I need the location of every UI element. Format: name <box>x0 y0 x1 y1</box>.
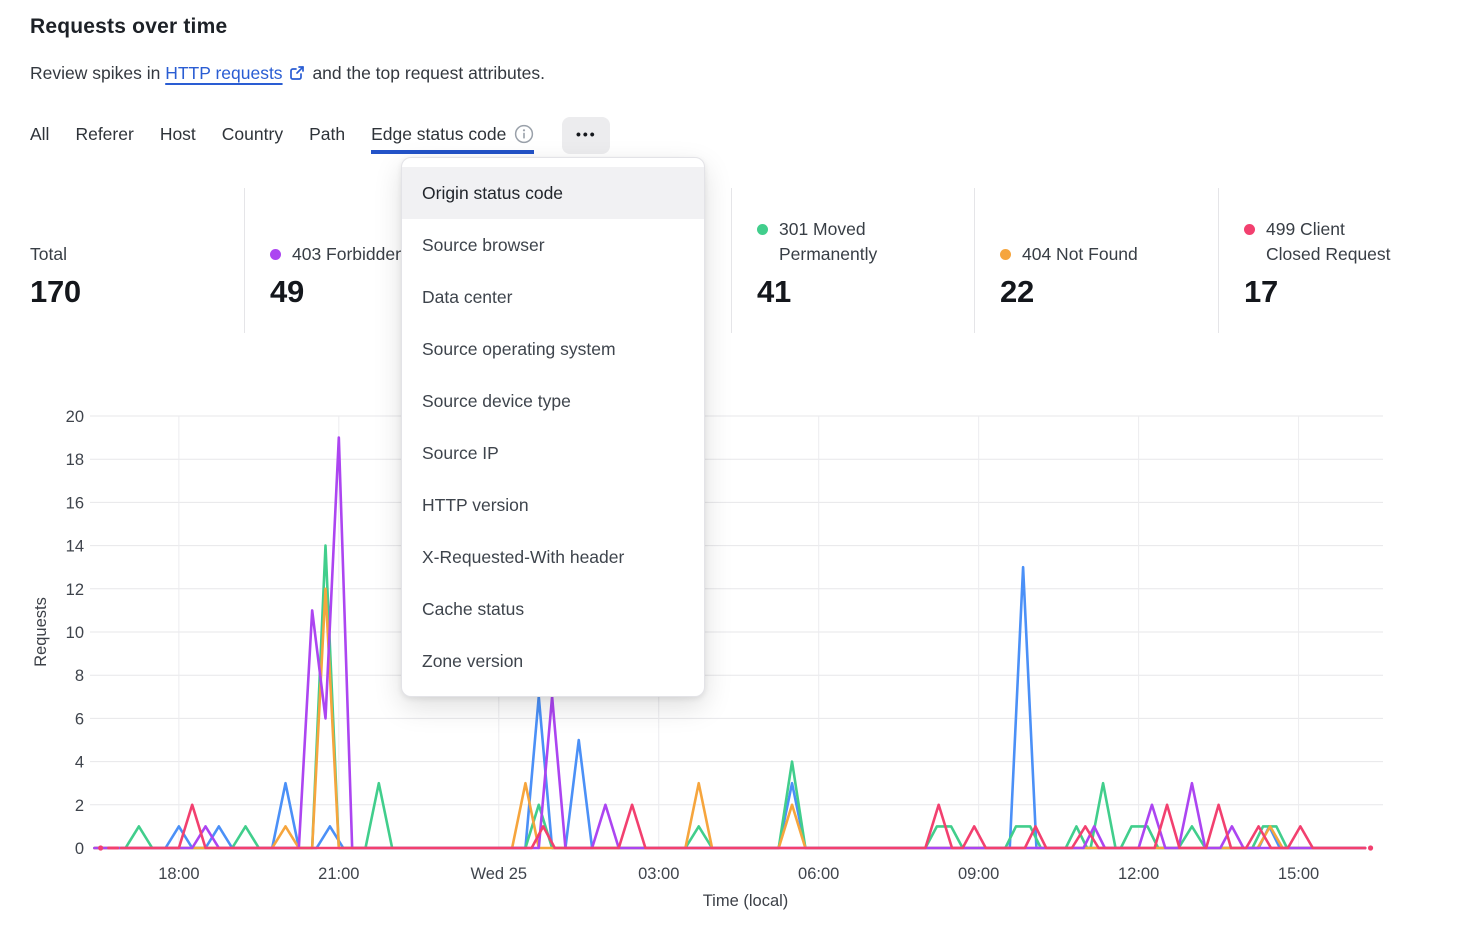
x-tick-label: 21:00 <box>318 865 359 883</box>
y-tick-label: 4 <box>75 754 84 772</box>
tab-edge-status-code[interactable]: Edge status code <box>371 121 535 154</box>
legend-dot <box>1244 224 1255 235</box>
x-tick-label: 09:00 <box>958 865 999 883</box>
x-axis-title: Time (local) <box>703 892 789 910</box>
menu-item-x-requested-with-header[interactable]: X-Requested-With header <box>422 546 625 567</box>
legend-dot <box>757 224 768 235</box>
x-tick-label: 15:00 <box>1278 865 1319 883</box>
y-tick-label: 0 <box>75 840 84 858</box>
y-tick-label: 6 <box>75 710 84 728</box>
attribute-tabs: All Referer Host Country Path Edge status cod… <box>30 117 611 154</box>
tab-label: Edge status code <box>371 124 507 144</box>
menu-item-http-version[interactable]: HTTP version <box>422 494 529 515</box>
tab-label: Path <box>309 124 346 144</box>
tab-label: Referer <box>75 124 134 144</box>
subtitle-prefix: Review spikes in <box>30 63 161 83</box>
stat-divider <box>1218 188 1219 333</box>
x-tick-label: 18:00 <box>158 865 199 883</box>
series-line-499-client-closed-request <box>119 803 1367 850</box>
stat-card-301-moved-permanently: 301 Moved Permanently 41 <box>757 185 970 333</box>
page-subtitle: Review spikes in HTTP requests and the t… <box>30 60 545 89</box>
active-tab-underline <box>371 150 535 154</box>
info-icon[interactable] <box>514 124 534 144</box>
stat-value: 170 <box>30 274 81 309</box>
stat-card-404-not-found: 404 Not Found 22 <box>1000 185 1214 333</box>
y-tick-label: 16 <box>66 494 84 512</box>
page-title: Requests over time <box>30 15 228 38</box>
tab-all[interactable]: All <box>30 121 49 154</box>
stat-value: 49 <box>270 274 304 309</box>
series-line-499-client-closed-request-end-dot <box>1367 845 1374 851</box>
tab-label: Country <box>221 124 284 144</box>
menu-item-cache-status[interactable]: Cache status <box>422 598 525 619</box>
stat-label: 403 Forbidden <box>292 244 405 264</box>
more-attributes-button[interactable]: ••• <box>562 117 611 154</box>
tab-label: All <box>30 124 50 144</box>
menu-item-source-device-type[interactable]: Source device type <box>422 390 571 411</box>
menu-item-source-browser[interactable]: Source browser <box>422 234 545 255</box>
tab-country[interactable]: Country <box>222 121 283 154</box>
y-tick-label: 12 <box>66 581 84 599</box>
legend-dot <box>1000 249 1011 260</box>
series-line-301-moved-permanently <box>93 544 1367 850</box>
stat-value: 17 <box>1244 274 1278 309</box>
y-tick-label: 14 <box>66 538 84 556</box>
legend-dot <box>270 249 281 260</box>
stat-card-499-client-closed-request: 499 Client Closed Request 17 <box>1244 185 1454 333</box>
menu-item-zone-version[interactable]: Zone version <box>422 650 524 671</box>
y-tick-label: 2 <box>75 797 84 815</box>
x-tick-label: 03:00 <box>638 865 679 883</box>
menu-item-data-center[interactable]: Data center <box>422 286 513 307</box>
menu-item-origin-status-code[interactable]: Origin status code <box>402 167 704 219</box>
stat-value: 41 <box>757 274 791 309</box>
stat-divider <box>244 188 245 333</box>
stat-label: Total <box>30 244 67 264</box>
stat-divider <box>731 188 732 333</box>
external-link-icon <box>289 62 305 89</box>
tab-path[interactable]: Path <box>309 121 345 154</box>
menu-item-source-ip[interactable]: Source IP <box>422 442 499 463</box>
x-tick-label: 12:00 <box>1118 865 1159 883</box>
x-tick-label: Wed 25 <box>470 865 527 883</box>
attribute-dropdown-menu: Origin status code Source browser Data cen… <box>401 157 705 697</box>
series-line-403-forbidden <box>93 436 1367 850</box>
tab-host[interactable]: Host <box>160 121 196 154</box>
stat-label: 499 Client Closed Request <box>1266 219 1391 264</box>
subtitle-suffix: and the top request attributes. <box>312 63 545 83</box>
y-tick-label: 20 <box>66 408 84 426</box>
stat-label: 301 Moved Permanently <box>779 219 878 264</box>
menu-item-source-operating-system[interactable]: Source operating system <box>422 338 616 359</box>
series-line-unlabeled <box>93 565 1367 850</box>
stat-label: 404 Not Found <box>1022 244 1138 264</box>
series-line-499-client-closed-request-start-dot <box>98 845 104 851</box>
stat-value: 22 <box>1000 274 1034 309</box>
tab-label: Host <box>159 124 196 144</box>
y-tick-label: 10 <box>66 624 84 642</box>
stat-divider <box>974 188 975 333</box>
y-tick-label: 8 <box>75 667 84 685</box>
x-tick-label: 06:00 <box>798 865 839 883</box>
ellipsis-icon: ••• <box>575 125 597 142</box>
y-tick-label: 18 <box>66 451 84 469</box>
stat-card-403-forbidden: 403 Forbidden 49 <box>270 185 483 333</box>
y-axis-title: Requests <box>32 597 50 667</box>
http-requests-link[interactable]: HTTP requests <box>165 63 283 83</box>
stat-card-total: Total 170 <box>30 185 244 333</box>
tab-referer[interactable]: Referer <box>75 121 133 154</box>
